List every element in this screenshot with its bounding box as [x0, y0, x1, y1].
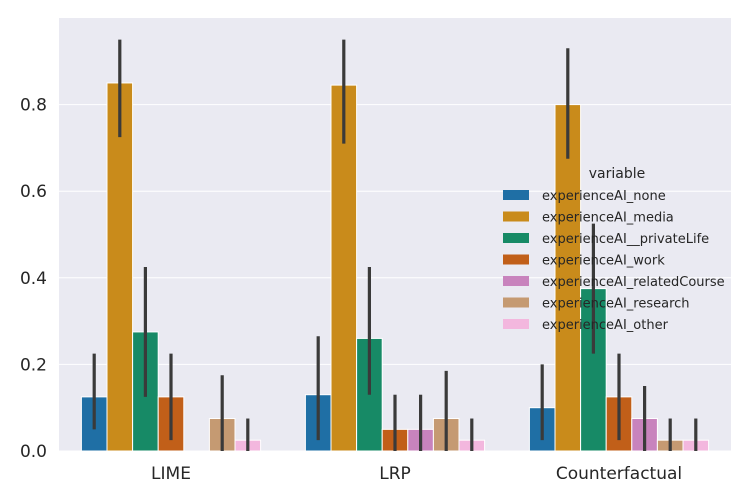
y-tick-label: 0.8 — [20, 96, 47, 116]
legend-swatch — [503, 190, 529, 200]
legend-label: experienceAI_research — [542, 297, 690, 312]
legend-label: experienceAI_media — [542, 211, 674, 226]
x-tick-labels: LIME LRP Counterfactual — [151, 464, 682, 484]
legend-swatch — [503, 211, 529, 222]
legend-swatch — [503, 233, 529, 243]
bar — [106, 82, 134, 452]
y-tick-labels: 0.0 0.2 0.4 0.6 0.8 — [20, 96, 47, 462]
bar — [554, 104, 582, 452]
legend-label: experienceAI_none — [542, 189, 666, 204]
legend-swatch — [503, 276, 529, 286]
x-tick-label: LIME — [151, 464, 191, 484]
y-tick-label: 0.6 — [20, 182, 47, 202]
bar — [330, 84, 358, 452]
error-bars — [92, 39, 698, 451]
legend-label: experienceAI_other — [542, 318, 669, 333]
legend-label: experienceAI__privateLife — [542, 232, 709, 247]
legend-label: experienceAI_relatedCourse — [542, 275, 725, 290]
bars — [80, 82, 710, 452]
legend-swatch — [503, 319, 529, 329]
y-tick-label: 0.4 — [20, 269, 47, 289]
x-tick-label: Counterfactual — [556, 464, 682, 484]
legend-swatch — [503, 254, 529, 265]
y-tick-label: 0.2 — [20, 355, 47, 375]
legend-label: experienceAI_work — [542, 254, 665, 269]
y-tick-label: 0.0 — [20, 442, 47, 462]
x-tick-label: LRP — [379, 464, 411, 484]
legend: variable experienceAI_none experienceAI_m… — [503, 166, 725, 333]
legend-title: variable — [589, 166, 645, 182]
legend-swatch — [503, 297, 529, 308]
